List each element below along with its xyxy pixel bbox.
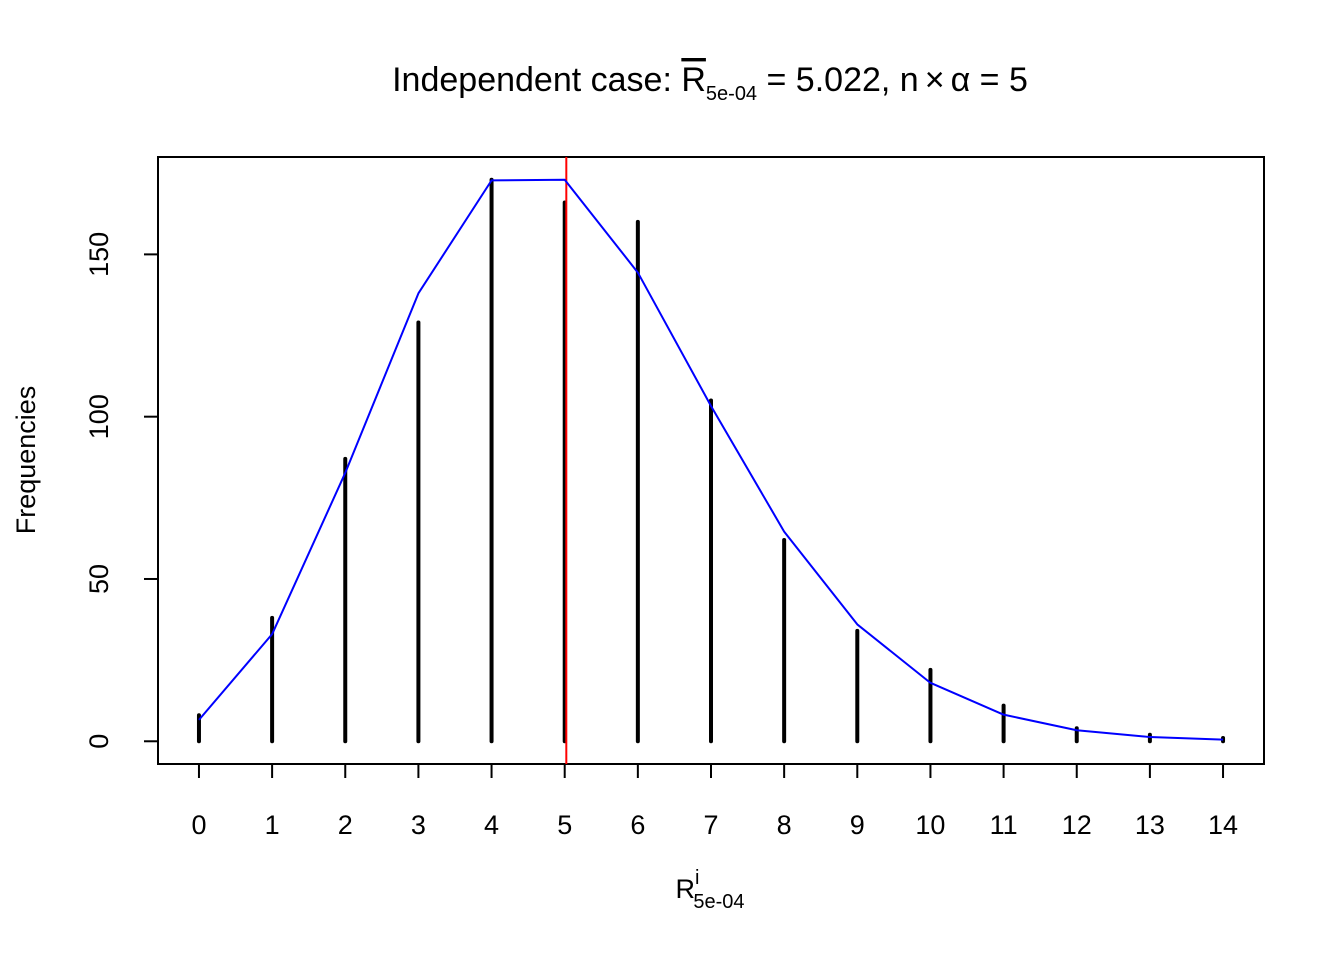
x-axis-title-superscript: i	[695, 867, 699, 889]
x-tick-label: 6	[630, 810, 645, 840]
x-tick-label: 4	[484, 810, 499, 840]
title-rbar: R	[681, 61, 706, 99]
y-tick-label: 150	[84, 232, 114, 277]
x-axis-title-subscript: 5e-04	[693, 891, 744, 913]
title-times-symbol: ×	[925, 61, 945, 99]
chart-title: Independent case: R5e-04 = 5.022, n × α = …	[392, 61, 1028, 105]
x-tick-label: 3	[411, 810, 426, 840]
x-tick-label: 7	[703, 810, 718, 840]
frequency-spikes	[196, 177, 1226, 744]
y-axis: 0 50 100 150	[84, 232, 159, 749]
x-tick-label: 2	[338, 810, 353, 840]
x-tick-label: 9	[850, 810, 865, 840]
x-axis: 0 1 2 3 4 5 6 7 8 9 10 11 12 13 14	[191, 763, 1238, 840]
y-tick-label: 100	[84, 394, 114, 439]
x-tick-label: 14	[1208, 810, 1238, 840]
x-axis-title-symbol: R	[675, 874, 695, 904]
x-tick-label: 10	[915, 810, 945, 840]
y-axis-title: Frequencies	[11, 386, 41, 535]
expected-curve	[198, 178, 1224, 741]
x-tick-label: 5	[557, 810, 572, 840]
x-axis-title: Ri 5e-04	[675, 867, 744, 913]
title-prefix: Independent case:	[392, 61, 681, 99]
x-tick-label: 11	[990, 810, 1018, 840]
title-rbar-subscript: 5e-04	[706, 83, 757, 105]
y-tick-label: 0	[84, 734, 114, 749]
title-alpha-symbol: α	[951, 61, 971, 99]
expected-curve-group	[198, 178, 1224, 741]
x-tick-label: 0	[191, 810, 206, 840]
y-tick-label: 50	[84, 564, 114, 594]
x-tick-label: 1	[265, 810, 280, 840]
title-expected-text: = 5	[970, 61, 1028, 99]
x-tick-label: 13	[1135, 810, 1165, 840]
x-tick-label: 8	[777, 810, 792, 840]
title-mean-text: = 5.022, n	[757, 61, 919, 99]
x-tick-label: 12	[1062, 810, 1092, 840]
